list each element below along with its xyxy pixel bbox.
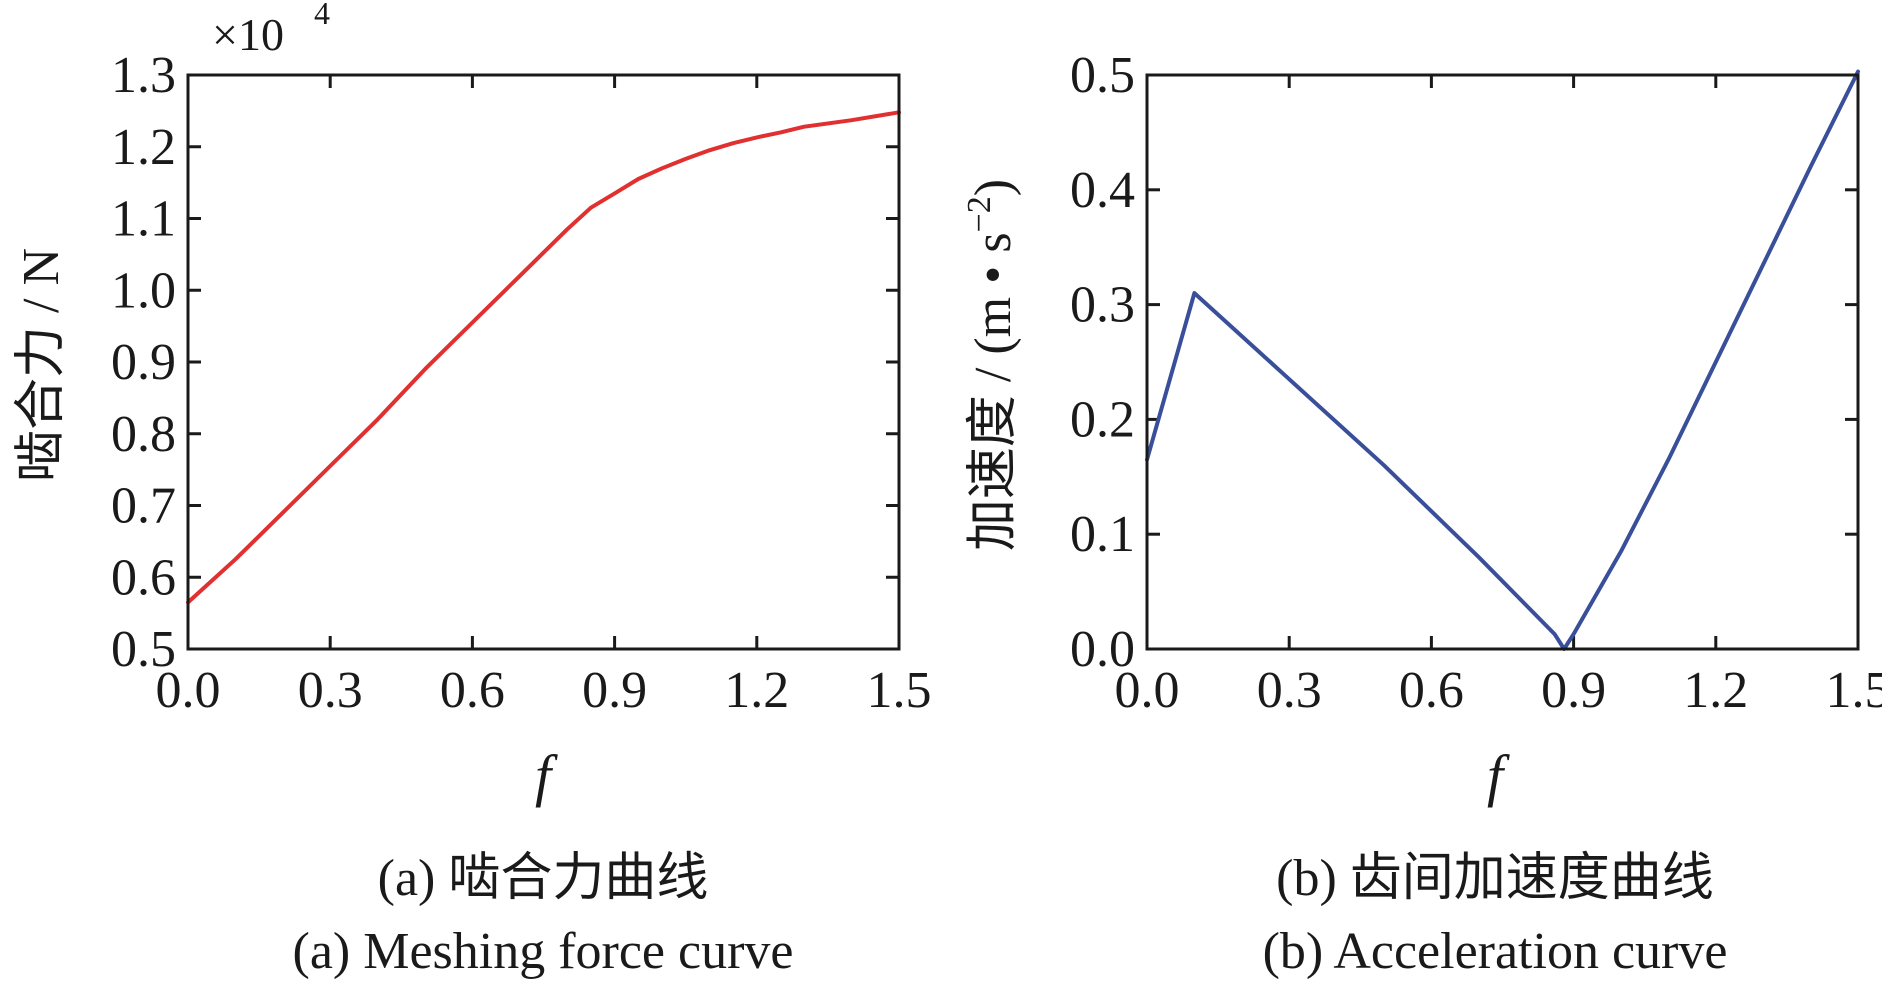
chart-a-y-tick-labels: 0.5 0.6 0.7 0.8 0.9 1.0 1.1 1.2 1.3	[111, 47, 176, 678]
chart-a-ticks	[186, 73, 901, 651]
chart-a-caption-en: (a) Meshing force curve	[293, 923, 794, 980]
chart-b-x-tick-labels: 0.0 0.3 0.6 0.9 1.2 1.5	[1115, 662, 1882, 719]
chart-a-y-tick-label: 1.1	[111, 191, 176, 248]
chart-b-caption-cn: (b) 齿间加速度曲线	[1276, 850, 1714, 907]
chart-a-y-tick-label: 1.0	[111, 262, 176, 319]
chart-b-ylabel: 加速度 / (m • s−2)	[961, 179, 1022, 551]
chart-a-plot-frame	[186, 73, 901, 651]
chart-b-plot-frame	[1145, 73, 1860, 651]
chart-b-ylabel-sup: −2	[961, 196, 998, 232]
chart-b-x-tick-label: 0.9	[1541, 662, 1606, 719]
chart-a-series-line-0	[186, 110, 901, 605]
chart-b-caption-en: (b) Acceleration curve	[1263, 923, 1728, 980]
chart-a-y-tick-label: 1.3	[111, 47, 176, 104]
chart-a-x-tick-label: 0.9	[582, 662, 647, 719]
chart-b-series	[1145, 69, 1860, 651]
chart-a-x-tick-label: 0.3	[298, 662, 363, 719]
chart-b-y-tick-labels: 0.0 0.1 0.2 0.3 0.4 0.5	[1070, 47, 1135, 678]
chart-b-series-line-0	[1145, 69, 1860, 651]
chart-b-y-tick-label: 0.2	[1070, 391, 1135, 448]
chart-b-y-tick-label: 0.3	[1070, 277, 1135, 334]
chart-b-x-tick-label: 0.6	[1399, 662, 1464, 719]
meshing-force-chart: ×10 4 啮合力 / N 0.5 0.6 0.7 0.8 0.9 1.0 1.1 1.2 1.…	[13, 0, 932, 980]
chart-a-ylabel: 啮合力 / N	[13, 248, 70, 482]
chart-b-y-tick-label: 0.1	[1070, 506, 1135, 563]
chart-a-caption-cn: (a) 啮合力曲线	[378, 850, 709, 907]
chart-b-y-tick-label: 0.0	[1070, 621, 1135, 678]
chart-a-x-tick-label: 1.2	[724, 662, 789, 719]
chart-a-y-tick-label: 0.8	[111, 406, 176, 463]
chart-b-x-tick-label: 1.2	[1683, 662, 1748, 719]
chart-a-y-tick-label: 0.6	[111, 549, 176, 606]
chart-a-x-tick-label: 0.0	[156, 662, 221, 719]
acceleration-chart: 加速度 / (m • s−2) 0.00.10.20.30.40.5 0.0 0.…	[961, 47, 1882, 980]
chart-a-exponent-power: 4	[314, 0, 330, 31]
chart-b-y-tick-label: 0.5	[1070, 47, 1135, 104]
chart-a-series	[186, 110, 901, 605]
chart-b-ylabel-main: 加速度 / (m • s	[965, 232, 1022, 551]
chart-a-y-tick-label: 0.9	[111, 334, 176, 391]
chart-b-y-tick-label: 0.4	[1070, 162, 1135, 219]
chart-b-ylabel-close: )	[965, 179, 1022, 196]
chart-a-xlabel: f	[535, 743, 558, 808]
chart-b-ticks	[1145, 73, 1860, 651]
chart-a-x-tick-labels: 0.0 0.3 0.6 0.9 1.2 1.5	[156, 662, 932, 719]
chart-a-x-tick-label: 1.5	[867, 662, 932, 719]
chart-a-y-tick-label: 0.7	[111, 478, 176, 535]
chart-b-x-tick-label: 0.0	[1115, 662, 1180, 719]
chart-a-x-tick-label: 0.6	[440, 662, 505, 719]
chart-a-exponent-prefix: ×10	[212, 9, 284, 60]
chart-b-x-tick-label: 1.5	[1826, 662, 1882, 719]
chart-a-y-tick-label: 0.5	[111, 621, 176, 678]
chart-b-xlabel: f	[1487, 743, 1510, 808]
chart-b-x-tick-label: 0.3	[1257, 662, 1322, 719]
chart-a-y-tick-label: 1.2	[111, 119, 176, 176]
